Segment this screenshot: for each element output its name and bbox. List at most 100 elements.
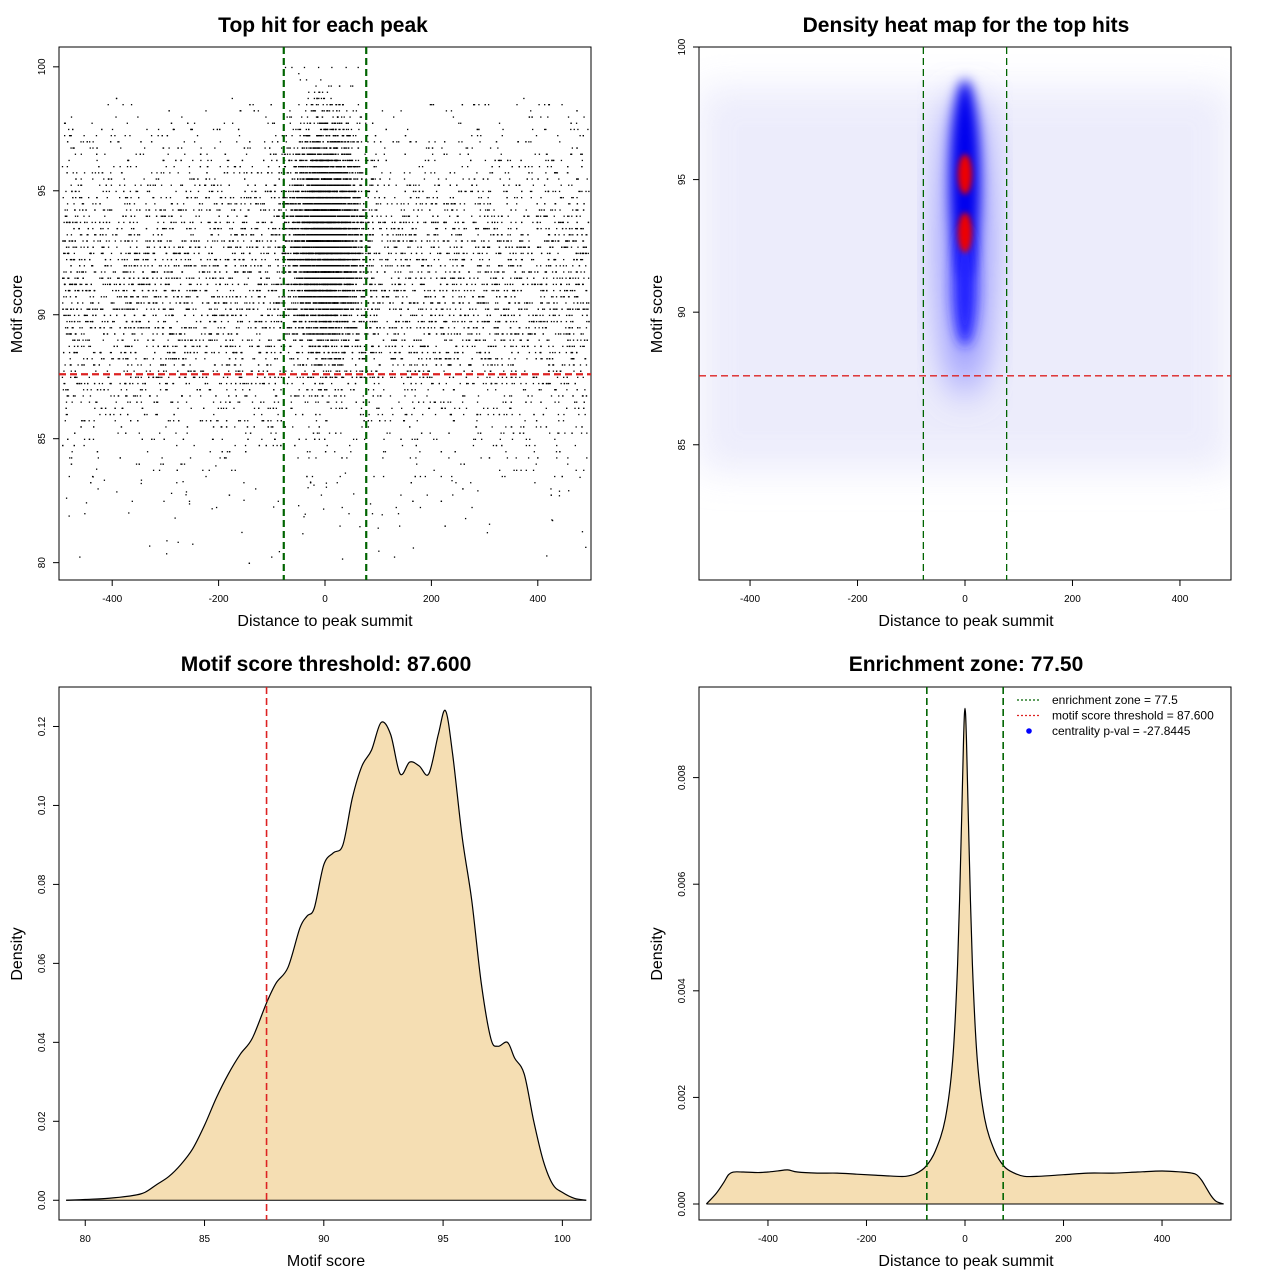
- scatter-point: [427, 333, 430, 335]
- scatter-point: [399, 525, 401, 527]
- scatter-point: [415, 203, 417, 205]
- scatter-point: [235, 246, 237, 248]
- scatter-point: [195, 265, 197, 267]
- scatter-point: [219, 196, 222, 199]
- scatter-point: [571, 227, 573, 230]
- scatter-point: [119, 413, 122, 416]
- scatter-point: [182, 364, 185, 366]
- scatter-point: [65, 271, 67, 273]
- scatter-point: [176, 203, 179, 205]
- scatter-point: [369, 314, 372, 317]
- scatter-point: [238, 258, 240, 261]
- scatter-point: [444, 209, 446, 211]
- scatter-point: [380, 227, 382, 230]
- scatter-point: [104, 320, 106, 323]
- scatter-point: [554, 258, 557, 261]
- scatter-point: [342, 364, 344, 366]
- scatter-point: [543, 184, 546, 186]
- scatter-point: [238, 327, 240, 329]
- scatter-point: [566, 289, 569, 292]
- scatter-point: [581, 258, 584, 261]
- scatter-point: [64, 314, 66, 317]
- scatter-point: [91, 327, 93, 329]
- scatter-point: [232, 351, 234, 354]
- scatter-point: [117, 395, 119, 397]
- scatter-point: [135, 358, 137, 360]
- scatter-point: [522, 240, 524, 242]
- scatter-point: [433, 221, 435, 224]
- scatter-point: [216, 420, 218, 422]
- scatter-point: [412, 302, 415, 304]
- scatter-point: [234, 271, 236, 273]
- scatter-point: [480, 358, 482, 360]
- scatter-point: [234, 426, 236, 428]
- scatter-point: [362, 252, 364, 255]
- scatter-point: [192, 178, 195, 180]
- scatter-point: [532, 128, 534, 131]
- scatter-point: [260, 252, 262, 255]
- scatter-point: [421, 314, 423, 317]
- scatter-point: [554, 401, 556, 403]
- scatter-point: [581, 314, 584, 317]
- scatter-point: [462, 395, 464, 397]
- scatter-point: [196, 351, 198, 354]
- scatter-point: [129, 271, 132, 273]
- scatter-point: [271, 159, 273, 162]
- scatter-point: [280, 345, 282, 348]
- scatter-point: [106, 370, 109, 372]
- scatter-point: [126, 196, 129, 199]
- scatter-point: [459, 153, 461, 155]
- scatter-point: [118, 141, 120, 143]
- scatter-point: [583, 345, 585, 348]
- scatter-point: [109, 258, 112, 261]
- scatter-point: [85, 283, 87, 286]
- scatter-point: [535, 320, 538, 323]
- scatter-point: [137, 382, 139, 385]
- scatter-point: [479, 265, 482, 267]
- scatter-point: [567, 308, 570, 310]
- scatter-point: [228, 221, 230, 224]
- scatter-point: [282, 265, 284, 267]
- scatter-point: [267, 227, 270, 230]
- scatter-point: [146, 413, 148, 416]
- scatter-point: [487, 196, 489, 199]
- scatter-point: [480, 265, 482, 267]
- scatter-point: [166, 271, 168, 273]
- scatter-point: [541, 327, 544, 329]
- scatter-point: [580, 302, 582, 304]
- scatter-point: [413, 351, 415, 354]
- scatter-point: [261, 327, 264, 329]
- scatter-point: [479, 302, 481, 304]
- scatter-point: [538, 382, 540, 385]
- scatter-point: [335, 351, 338, 354]
- scatter-point: [397, 364, 399, 366]
- scatter-point: [264, 147, 266, 149]
- scatter-point: [348, 513, 350, 515]
- scatter-point: [528, 141, 530, 143]
- scatter-point: [456, 265, 458, 267]
- scatter-point: [251, 345, 253, 348]
- scatter-point: [295, 413, 297, 416]
- scatter-point: [289, 184, 291, 186]
- scatter-point: [455, 283, 458, 286]
- scatter-point: [556, 172, 559, 174]
- scatter-point: [315, 401, 317, 403]
- scatter-point: [565, 314, 568, 317]
- scatter-point: [191, 178, 193, 180]
- scatter-point: [71, 302, 73, 304]
- scatter-point: [337, 296, 340, 298]
- scatter-point: [95, 135, 98, 137]
- scatter-point: [510, 376, 512, 379]
- scatter-point: [510, 314, 513, 317]
- scatter-point: [390, 339, 393, 341]
- scatter-point: [175, 258, 178, 261]
- scatter-point: [153, 308, 155, 310]
- scatter-point: [546, 153, 548, 155]
- scatter-point: [261, 203, 264, 205]
- scatter-point: [296, 395, 298, 397]
- scatter-point: [571, 215, 573, 217]
- scatter-point: [76, 172, 78, 174]
- scatter-point: [452, 302, 454, 304]
- scatter-point: [279, 302, 281, 304]
- scatter-point: [507, 227, 510, 230]
